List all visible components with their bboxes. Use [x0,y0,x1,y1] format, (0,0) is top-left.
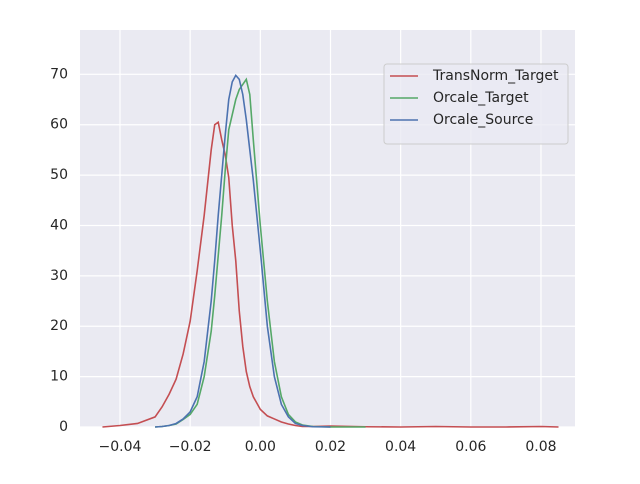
legend-label: Orcale_Source [433,112,533,128]
series-line [155,77,366,428]
y-tick-label: 10 [50,369,68,385]
x-tick-label: 0.08 [525,439,556,455]
x-tick-label: −0.04 [99,439,142,455]
x-tick-label: −0.02 [169,439,212,455]
series-line [155,73,331,428]
x-tick-label: 0.06 [455,439,486,455]
y-tick-label: 70 [50,66,68,82]
legend-label: Orcale_Target [433,90,529,106]
y-tick-label: 40 [50,217,68,233]
y-tick-label: 20 [50,318,68,334]
y-tick-label: 50 [50,167,68,183]
legend-box [383,63,569,145]
y-tick-label: 60 [50,117,68,133]
legend-label: TransNorm_Target [432,68,559,84]
y-tick-label: 30 [50,268,68,284]
x-tick-label: 0.02 [315,439,346,455]
y-tick-label: 0 [59,419,68,435]
x-tick-label: 0.04 [385,439,416,455]
x-tick-label: 0.00 [245,439,276,455]
